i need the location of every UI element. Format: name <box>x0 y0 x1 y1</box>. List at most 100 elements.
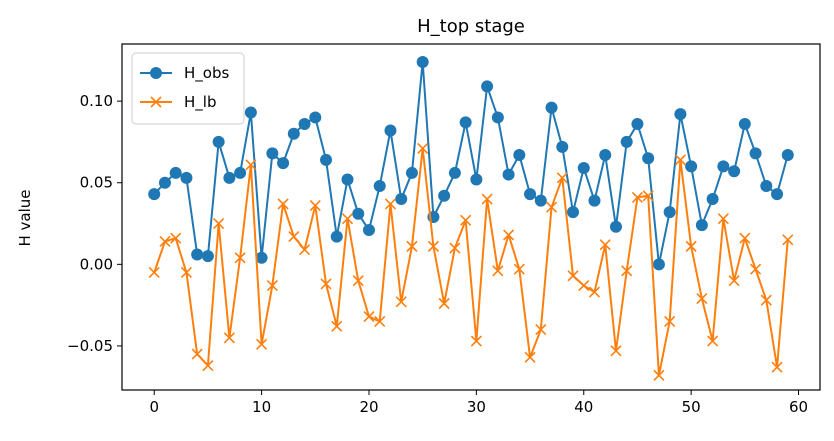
data-point <box>610 345 622 357</box>
data-point <box>384 124 397 137</box>
data-point <box>728 275 740 287</box>
plot-frame <box>121 43 821 391</box>
data-point <box>760 294 772 306</box>
y-axis-label: H value <box>16 189 34 246</box>
data-point <box>277 198 289 210</box>
data-point <box>524 351 536 363</box>
data-point <box>460 214 472 226</box>
data-point <box>749 147 762 160</box>
data-point <box>524 188 537 201</box>
data-point <box>374 315 386 328</box>
y-tick-label: −0.05 <box>67 337 113 355</box>
data-point <box>535 324 547 336</box>
data-point <box>427 240 439 252</box>
data-point <box>513 148 526 161</box>
data-point <box>534 194 547 207</box>
data-point <box>352 207 365 220</box>
data-point <box>556 172 568 184</box>
data-point <box>717 213 729 225</box>
data-point <box>760 179 773 192</box>
data-point <box>191 248 204 261</box>
data-point <box>771 361 783 373</box>
data-point <box>502 168 515 181</box>
data-point <box>362 224 375 237</box>
data-point <box>707 335 719 347</box>
data-point <box>631 191 644 203</box>
data-point <box>170 232 182 244</box>
data-point <box>728 165 741 178</box>
data-point <box>148 266 160 279</box>
data-point <box>341 213 354 225</box>
data-point <box>298 244 311 256</box>
data-point <box>588 194 601 207</box>
data-point <box>771 188 784 201</box>
data-point <box>481 80 494 93</box>
data-point <box>169 166 182 179</box>
data-point <box>234 252 246 264</box>
data-point <box>621 265 633 277</box>
data-point <box>545 201 558 213</box>
series-H_lb <box>148 142 794 381</box>
data-point <box>213 217 225 230</box>
data-point <box>642 152 655 165</box>
data-point <box>664 315 676 328</box>
data-point <box>750 263 762 275</box>
y-tick-label: 0.05 <box>80 174 113 192</box>
data-point <box>405 166 418 179</box>
data-point <box>481 193 493 205</box>
data-point <box>609 220 622 233</box>
data-point <box>459 116 472 129</box>
data-point <box>674 108 687 121</box>
data-point <box>674 154 686 166</box>
legend-marker <box>150 96 162 108</box>
data-point <box>180 266 192 279</box>
data-point <box>406 240 418 252</box>
data-point <box>417 142 429 155</box>
data-point <box>352 275 364 287</box>
data-point <box>685 240 697 252</box>
axes: 0 10 20 30 40 50 60 −0.05 0.00 0.05 0.10 <box>67 92 808 416</box>
data-point <box>503 229 515 241</box>
x-tick-label: 50 <box>682 398 701 416</box>
data-point <box>158 176 171 189</box>
legend-marker <box>150 67 162 79</box>
data-point <box>320 278 332 290</box>
data-point <box>384 198 397 210</box>
data-point <box>491 111 504 124</box>
data-point <box>309 200 321 212</box>
data-point <box>620 135 633 148</box>
data-point <box>738 117 751 130</box>
data-point <box>180 171 193 184</box>
data-point <box>244 106 257 119</box>
data-point <box>739 232 751 244</box>
y-tick-label: 0.10 <box>80 92 113 110</box>
data-point <box>363 310 375 323</box>
plot-area <box>148 55 794 381</box>
data-point <box>266 279 278 292</box>
data-point <box>449 242 461 254</box>
data-point <box>298 117 311 130</box>
data-point <box>287 127 300 140</box>
data-point <box>599 148 612 161</box>
data-point <box>320 153 333 166</box>
data-point <box>331 320 343 332</box>
data-point <box>696 293 708 305</box>
data-point <box>470 173 483 186</box>
data-point <box>706 193 719 206</box>
data-point <box>212 135 225 148</box>
data-point <box>223 332 235 344</box>
series-H_obs <box>148 55 794 271</box>
series-line <box>153 60 789 266</box>
data-point <box>556 140 569 153</box>
data-point <box>309 111 322 124</box>
legend-label: H_obs <box>184 64 229 83</box>
data-point <box>492 265 504 277</box>
data-point <box>416 55 429 68</box>
data-point <box>782 234 794 246</box>
data-point <box>438 189 451 202</box>
data-point <box>653 369 665 381</box>
data-point <box>685 160 698 173</box>
chart-title: H_top stage <box>417 16 525 37</box>
data-point <box>201 250 214 263</box>
x-tick-label: 40 <box>574 398 593 416</box>
